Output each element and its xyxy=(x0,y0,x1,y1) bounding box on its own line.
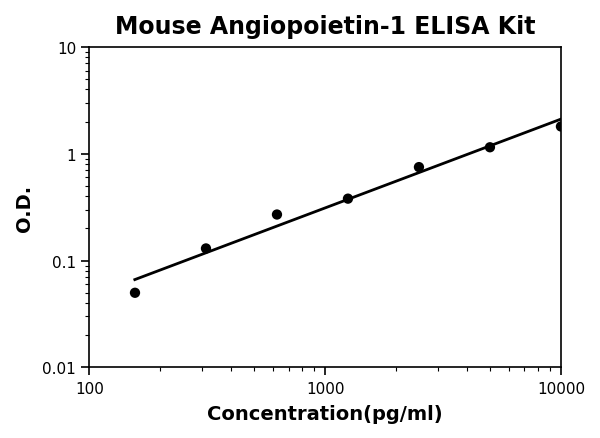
X-axis label: Concentration(pg/ml): Concentration(pg/ml) xyxy=(207,404,443,423)
Point xyxy=(201,245,211,252)
Point xyxy=(272,212,282,219)
Point xyxy=(485,145,495,152)
Point xyxy=(130,290,140,297)
Point xyxy=(556,124,566,131)
Point xyxy=(414,164,424,171)
Title: Mouse Angiopoietin-1 ELISA Kit: Mouse Angiopoietin-1 ELISA Kit xyxy=(115,15,535,39)
Point xyxy=(343,196,353,203)
Y-axis label: O.D.: O.D. xyxy=(15,184,34,231)
